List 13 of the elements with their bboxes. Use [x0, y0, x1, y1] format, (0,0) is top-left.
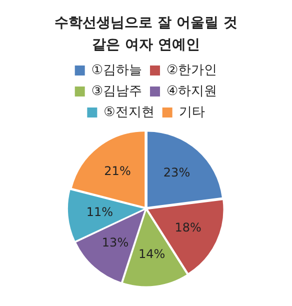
legend-label: ①김하늘 — [91, 62, 142, 78]
legend-label: ⑤전지현 — [104, 104, 154, 120]
legend-label: ②한가인 — [166, 62, 218, 78]
legend-label: ④하지원 — [166, 84, 218, 99]
data-label: 18% — [174, 220, 202, 234]
legend-label: ③김남주 — [91, 84, 142, 99]
data-label: 14% — [138, 246, 166, 261]
data-label: 13% — [102, 236, 129, 250]
data-label: 23% — [163, 166, 190, 180]
legend-label: 기타 — [178, 104, 205, 120]
chart-title: 수학선생님으로 잘 어울릴 것 같은 여자 연예인 — [54, 14, 238, 55]
data-label: 11% — [86, 205, 114, 219]
data-label: 21% — [104, 164, 131, 178]
